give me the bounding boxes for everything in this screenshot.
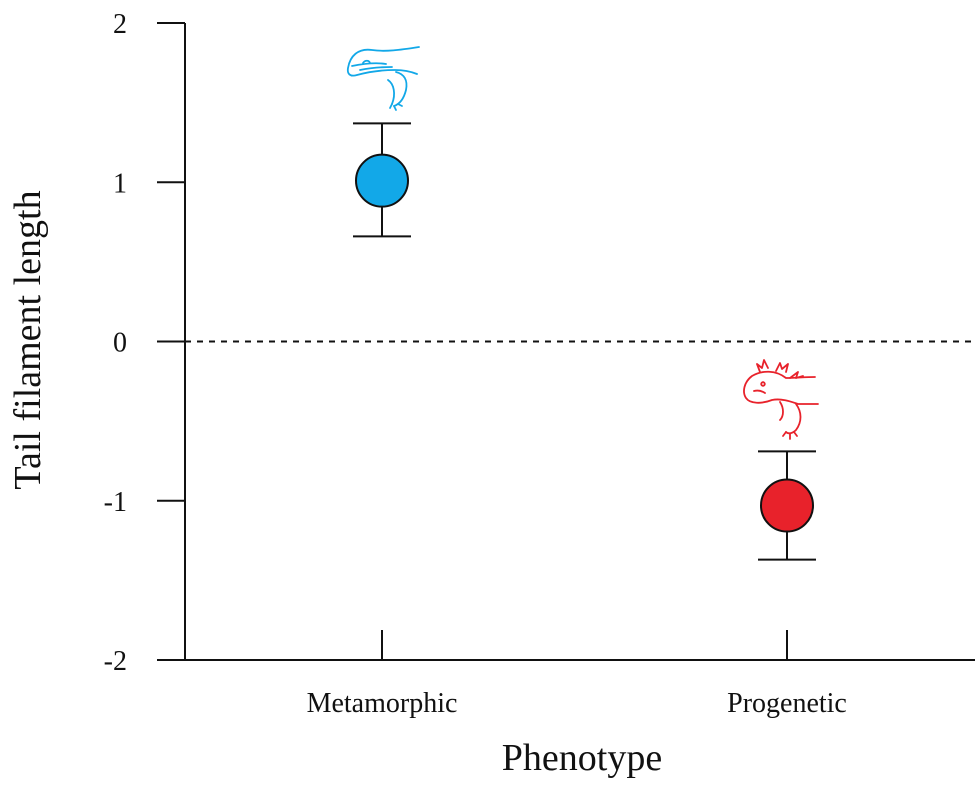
point-group-metamorphic	[353, 122, 411, 238]
x-tick-label: Metamorphic	[307, 688, 458, 719]
y-tick-label: 2	[113, 9, 127, 40]
y-tick-label: -1	[104, 487, 127, 518]
x-categories: Metamorphic Progenetic	[307, 630, 847, 719]
data-points	[353, 122, 816, 561]
salamander-icon	[346, 46, 420, 111]
y-ticks: 2 1 0 -1 -2	[104, 9, 185, 677]
data-point-marker	[760, 478, 814, 533]
axolotl-icon	[743, 359, 819, 440]
x-axis-title: Phenotype	[502, 737, 662, 779]
point-group-progenetic	[758, 450, 816, 561]
x-tick-label: Progenetic	[727, 688, 847, 719]
y-tick-label: 0	[113, 328, 127, 359]
y-tick-label: -2	[104, 646, 127, 677]
y-tick-label: 1	[113, 168, 127, 199]
data-point-marker	[355, 153, 409, 208]
y-axis-title: Tail filament length	[7, 190, 49, 489]
